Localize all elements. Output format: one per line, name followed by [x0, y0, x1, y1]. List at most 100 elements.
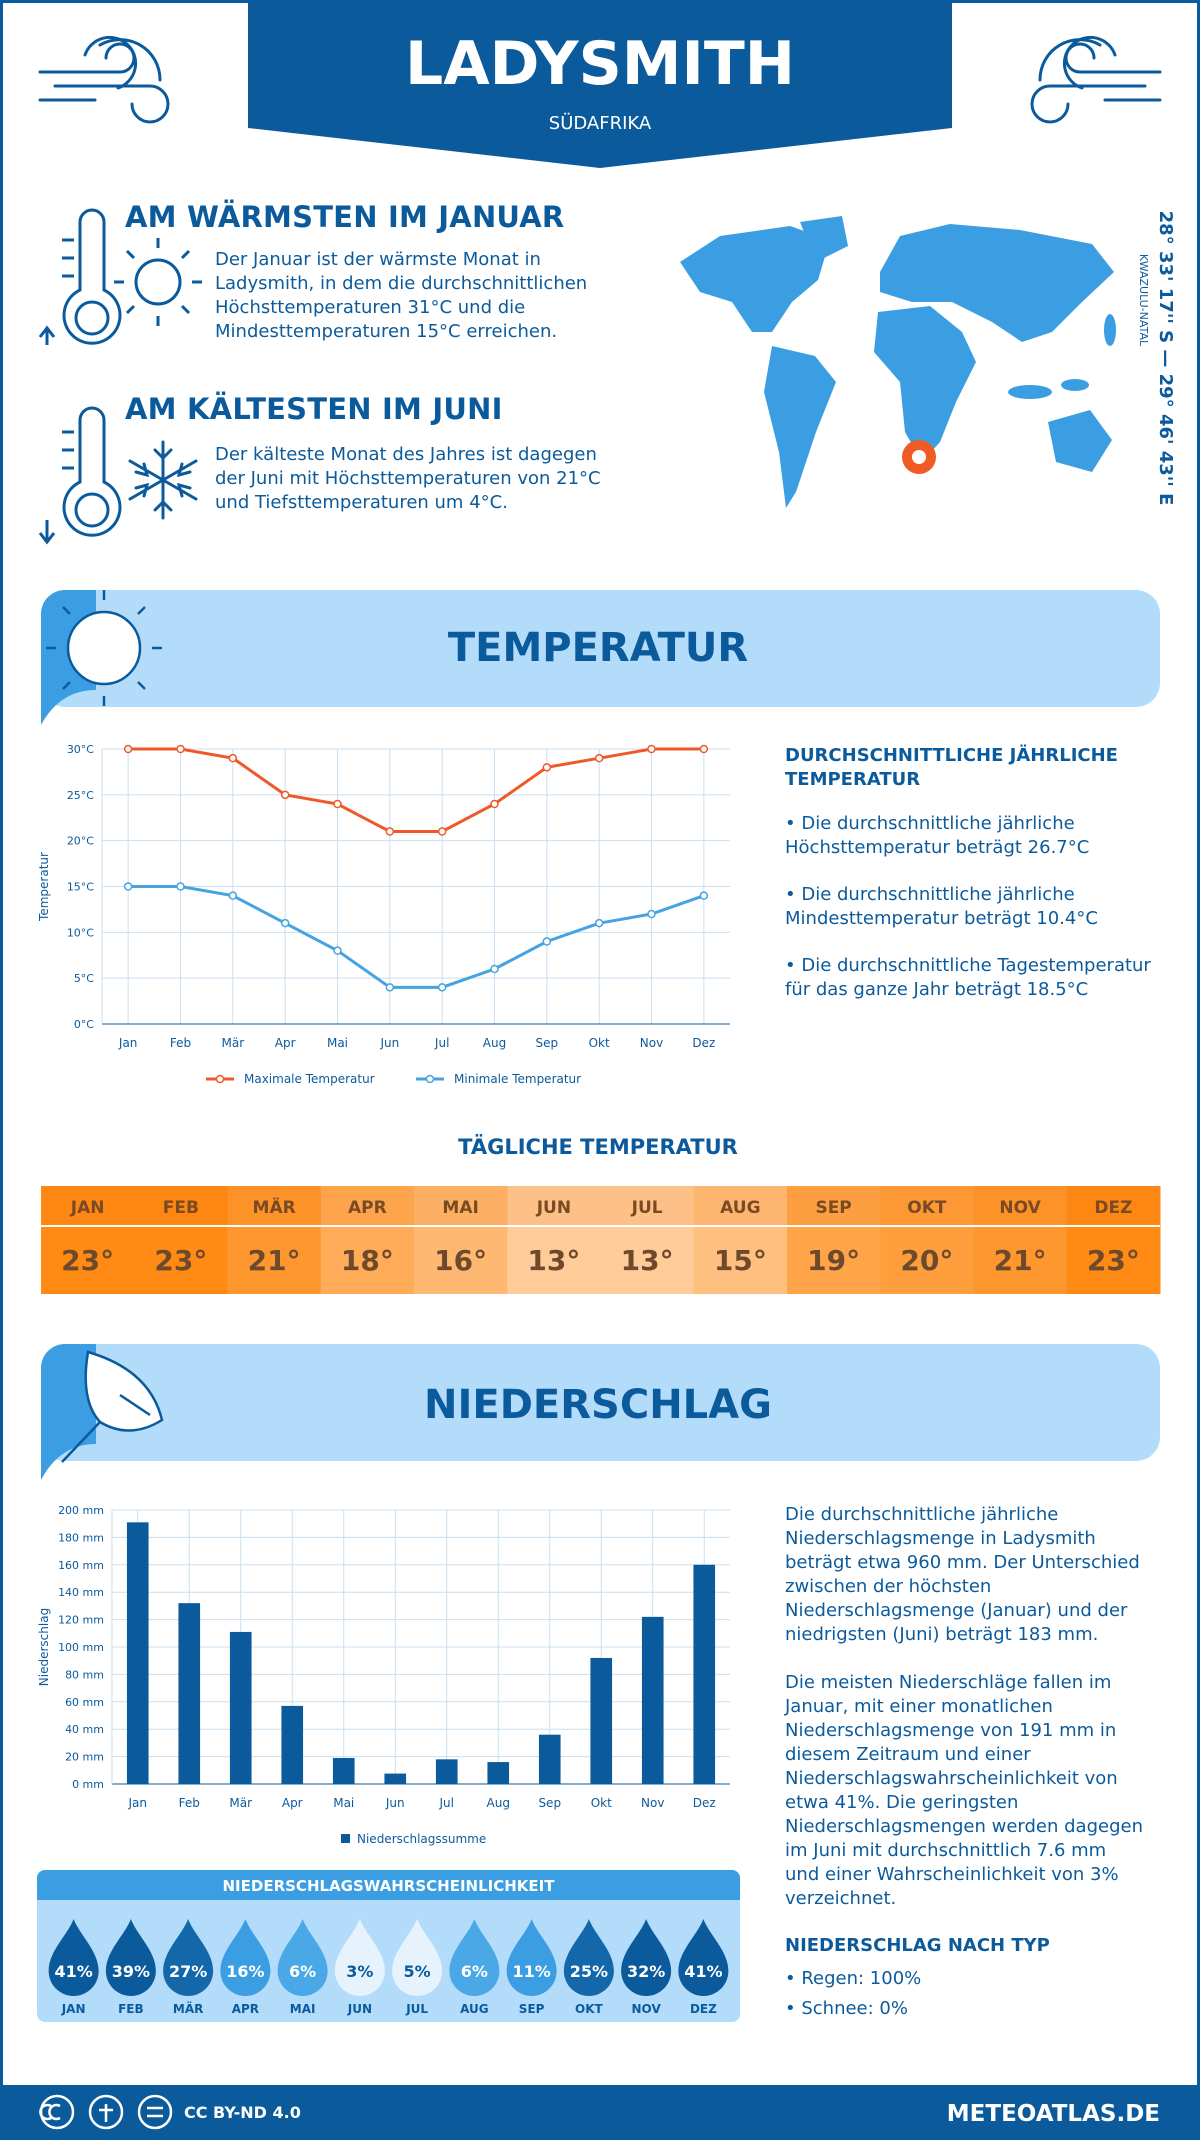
- strip-value-cell: [414, 1226, 508, 1294]
- x-tick-label: Mär: [222, 1036, 245, 1050]
- drop-month: APR: [232, 2002, 259, 2016]
- y-tick-label: 200 mm: [58, 1504, 104, 1517]
- strip-value-cell: [973, 1226, 1068, 1294]
- drop-month: MAI: [290, 2002, 316, 2016]
- data-point: [228, 891, 238, 900]
- section-banner: [41, 1344, 1160, 1461]
- strip-header-cell: [973, 1186, 1068, 1226]
- y-tick-label: 15°C: [67, 881, 94, 894]
- drop-month: NOV: [632, 2002, 662, 2016]
- strip-month: FEB: [163, 1198, 199, 1218]
- drop-month: MÄR: [173, 2001, 203, 2016]
- bar: [229, 1631, 252, 1784]
- drop-label: 5%: [404, 1962, 431, 1981]
- umbrella-icon: [61, 1350, 164, 1463]
- drop: [220, 1919, 271, 1996]
- drop-label: 16%: [226, 1962, 264, 1981]
- data-point: [594, 918, 604, 928]
- y-tick-label: 140 mm: [58, 1586, 104, 1599]
- data-point: [490, 799, 499, 809]
- precip-text: Die durchschnittliche jährliche Niedersc…: [785, 1504, 1140, 1645]
- drops-title: NIEDERSCHLAGSWAHRSCHEINLICHKEIT: [223, 1877, 556, 1895]
- bar: [641, 1616, 664, 1784]
- drop-month: FEB: [118, 2002, 144, 2016]
- strip-value-cell: [600, 1226, 695, 1294]
- strip-value-cell: [1066, 1226, 1161, 1294]
- thermometer-icon: [38, 208, 122, 545]
- drops-header: [37, 1870, 740, 1900]
- summary-title: DURCHSCHNITTLICHE JÄHRLICHE TEMPERATUR: [785, 745, 1118, 790]
- strip-value: 21°: [994, 1244, 1047, 1277]
- strip-value: 19°: [807, 1244, 860, 1277]
- y-tick-label: 180 mm: [58, 1531, 104, 1544]
- strip-header-cell: [134, 1186, 228, 1226]
- strip-value: 16°: [434, 1244, 487, 1277]
- x-tick-label: Mai: [333, 1796, 354, 1810]
- drop-label: 32%: [627, 1962, 665, 1981]
- bar: [384, 1773, 407, 1784]
- header-banner: [248, 0, 952, 168]
- data-point: [594, 753, 604, 763]
- daily-title: TÄGLICHE TEMPERATUR: [458, 1134, 738, 1159]
- bar: [693, 1564, 716, 1784]
- series-line: [128, 885, 705, 989]
- drop-label: 41%: [54, 1962, 92, 1981]
- strip-value: 23°: [1087, 1244, 1140, 1277]
- data-point: [228, 753, 238, 763]
- data-point: [699, 891, 709, 900]
- data-point: [123, 882, 133, 891]
- strip-header-cell: [320, 1186, 415, 1226]
- legend-label: Minimale Temperatur: [454, 1072, 581, 1086]
- x-tick-label: Okt: [589, 1036, 610, 1050]
- y-tick-label: 80 mm: [65, 1668, 104, 1681]
- y-tick-label: 60 mm: [65, 1696, 104, 1709]
- snowflake-icon: [128, 440, 198, 520]
- bar: [435, 1759, 458, 1784]
- summary-bullet: • Die durchschnittliche Tagestemperatur …: [785, 955, 1151, 1000]
- drop-label: 6%: [461, 1962, 488, 1981]
- x-tick-label: Nov: [641, 1796, 664, 1810]
- coldest-text: Der kälteste Monat des Jahres ist dagege…: [215, 444, 601, 513]
- drop-label: 25%: [570, 1962, 608, 1981]
- strip-month: JAN: [70, 1198, 105, 1218]
- y-tick-label: 0 mm: [72, 1778, 104, 1791]
- x-tick-label: Aug: [483, 1036, 506, 1050]
- strip-value: 13°: [621, 1244, 674, 1277]
- x-tick-label: Okt: [591, 1796, 612, 1810]
- strip-month: AUG: [720, 1198, 760, 1218]
- drop: [678, 1919, 729, 1996]
- precip-text: Die meisten Niederschläge fallen im Janu…: [785, 1672, 1143, 1909]
- y-tick-label: 10°C: [67, 926, 94, 939]
- bar: [126, 1522, 149, 1784]
- legend-marker: [425, 1074, 435, 1084]
- type-title: NIEDERSCHLAG NACH TYP: [785, 1935, 1050, 1956]
- legend-label: Niederschlagssumme: [357, 1832, 486, 1846]
- data-point: [333, 799, 342, 809]
- strip-month: JUL: [631, 1198, 663, 1218]
- bar: [487, 1762, 510, 1784]
- data-point: [333, 946, 342, 955]
- strip-month: MAI: [442, 1198, 478, 1218]
- strip-header-cell: [1066, 1186, 1161, 1226]
- section-title: TEMPERATUR: [448, 625, 748, 671]
- strip-header-cell: [787, 1186, 881, 1226]
- bar: [538, 1734, 561, 1784]
- drop-label: 41%: [684, 1962, 722, 1981]
- data-point: [542, 937, 552, 946]
- drop: [334, 1919, 385, 1996]
- wind-icon: [38, 35, 1162, 124]
- x-tick-label: Jan: [128, 1796, 148, 1810]
- data-point: [176, 882, 185, 891]
- y-tick-label: 0°C: [74, 1018, 94, 1031]
- strip-month: MÄR: [253, 1196, 296, 1218]
- section-title: NIEDERSCHLAG: [424, 1382, 772, 1428]
- x-tick-label: Nov: [640, 1036, 663, 1050]
- x-tick-label: Sep: [538, 1796, 561, 1810]
- x-tick-label: Apr: [275, 1036, 296, 1050]
- drop: [392, 1919, 443, 1996]
- data-point: [437, 983, 447, 992]
- strip-value: 18°: [341, 1244, 394, 1277]
- x-tick-label: Sep: [536, 1036, 559, 1050]
